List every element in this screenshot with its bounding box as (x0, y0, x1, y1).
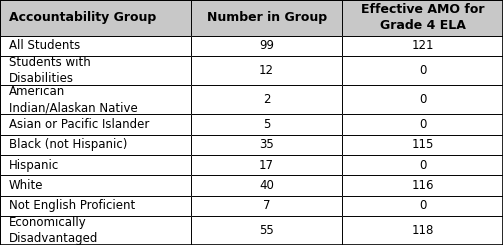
Bar (342, 85, 503, 114)
Bar (342, 85, 503, 114)
Text: 17: 17 (259, 159, 274, 172)
Bar (342, 175, 503, 196)
Text: 40: 40 (259, 179, 274, 192)
Bar (342, 175, 503, 196)
Text: White: White (9, 179, 44, 192)
Bar (342, 56, 503, 85)
Bar (342, 36, 503, 56)
Text: Not English Proficient: Not English Proficient (9, 199, 135, 212)
Text: 35: 35 (259, 138, 274, 151)
Bar (342, 135, 503, 155)
Bar (191, 196, 342, 216)
Bar (191, 56, 342, 85)
Bar (191, 135, 342, 155)
Text: 55: 55 (259, 224, 274, 237)
Bar (342, 155, 503, 175)
Text: 99: 99 (259, 39, 274, 52)
Bar (0, 155, 191, 175)
Bar (342, 114, 503, 135)
Bar (342, 196, 503, 216)
Bar (342, 56, 503, 85)
Bar (191, 56, 342, 85)
Text: 116: 116 (411, 179, 434, 192)
Bar (191, 114, 342, 135)
Text: Hispanic: Hispanic (9, 159, 59, 172)
Bar (0, 0, 191, 36)
Text: Number in Group: Number in Group (207, 12, 326, 24)
Text: 5: 5 (263, 118, 270, 131)
Bar (0, 114, 191, 135)
Bar (0, 36, 191, 56)
Bar (342, 216, 503, 245)
Text: 2: 2 (263, 93, 270, 106)
Text: 0: 0 (419, 159, 426, 172)
Bar (342, 36, 503, 56)
Text: All Students: All Students (9, 39, 80, 52)
Text: Students with
Disabilities: Students with Disabilities (9, 56, 91, 85)
Bar (191, 216, 342, 245)
Bar (0, 175, 191, 196)
Text: 115: 115 (411, 138, 434, 151)
Bar (0, 85, 191, 114)
Text: 0: 0 (419, 118, 426, 131)
Text: Economically
Disadvantaged: Economically Disadvantaged (9, 216, 99, 245)
Bar (342, 196, 503, 216)
Bar (191, 196, 342, 216)
Bar (342, 216, 503, 245)
Bar (0, 114, 191, 135)
Text: Asian or Pacific Islander: Asian or Pacific Islander (9, 118, 149, 131)
Bar (0, 216, 191, 245)
Text: 118: 118 (411, 224, 434, 237)
Bar (191, 36, 342, 56)
Text: Accountability Group: Accountability Group (9, 12, 156, 24)
Bar (191, 175, 342, 196)
Bar (0, 175, 191, 196)
Bar (191, 155, 342, 175)
Bar (0, 196, 191, 216)
Bar (342, 0, 503, 36)
Bar (191, 216, 342, 245)
Bar (342, 135, 503, 155)
Bar (191, 175, 342, 196)
Text: American
Indian/Alaskan Native: American Indian/Alaskan Native (9, 85, 138, 114)
Bar (0, 135, 191, 155)
Bar (0, 135, 191, 155)
Bar (191, 85, 342, 114)
Bar (191, 36, 342, 56)
Bar (342, 155, 503, 175)
Bar (0, 56, 191, 85)
Bar (0, 56, 191, 85)
Text: 0: 0 (419, 64, 426, 77)
Bar (0, 216, 191, 245)
Text: 12: 12 (259, 64, 274, 77)
Bar (342, 114, 503, 135)
Bar (191, 114, 342, 135)
Bar (0, 85, 191, 114)
Bar (191, 135, 342, 155)
Text: Effective AMO for
Grade 4 ELA: Effective AMO for Grade 4 ELA (361, 3, 484, 32)
Bar (191, 0, 342, 36)
Bar (191, 155, 342, 175)
Text: 7: 7 (263, 199, 270, 212)
Bar (342, 0, 503, 36)
Text: 0: 0 (419, 199, 426, 212)
Bar (191, 85, 342, 114)
Bar (0, 196, 191, 216)
Bar (0, 0, 191, 36)
Bar (0, 36, 191, 56)
Text: 0: 0 (419, 93, 426, 106)
Text: 121: 121 (411, 39, 434, 52)
Text: Black (not Hispanic): Black (not Hispanic) (9, 138, 127, 151)
Bar (0, 155, 191, 175)
Bar (191, 0, 342, 36)
